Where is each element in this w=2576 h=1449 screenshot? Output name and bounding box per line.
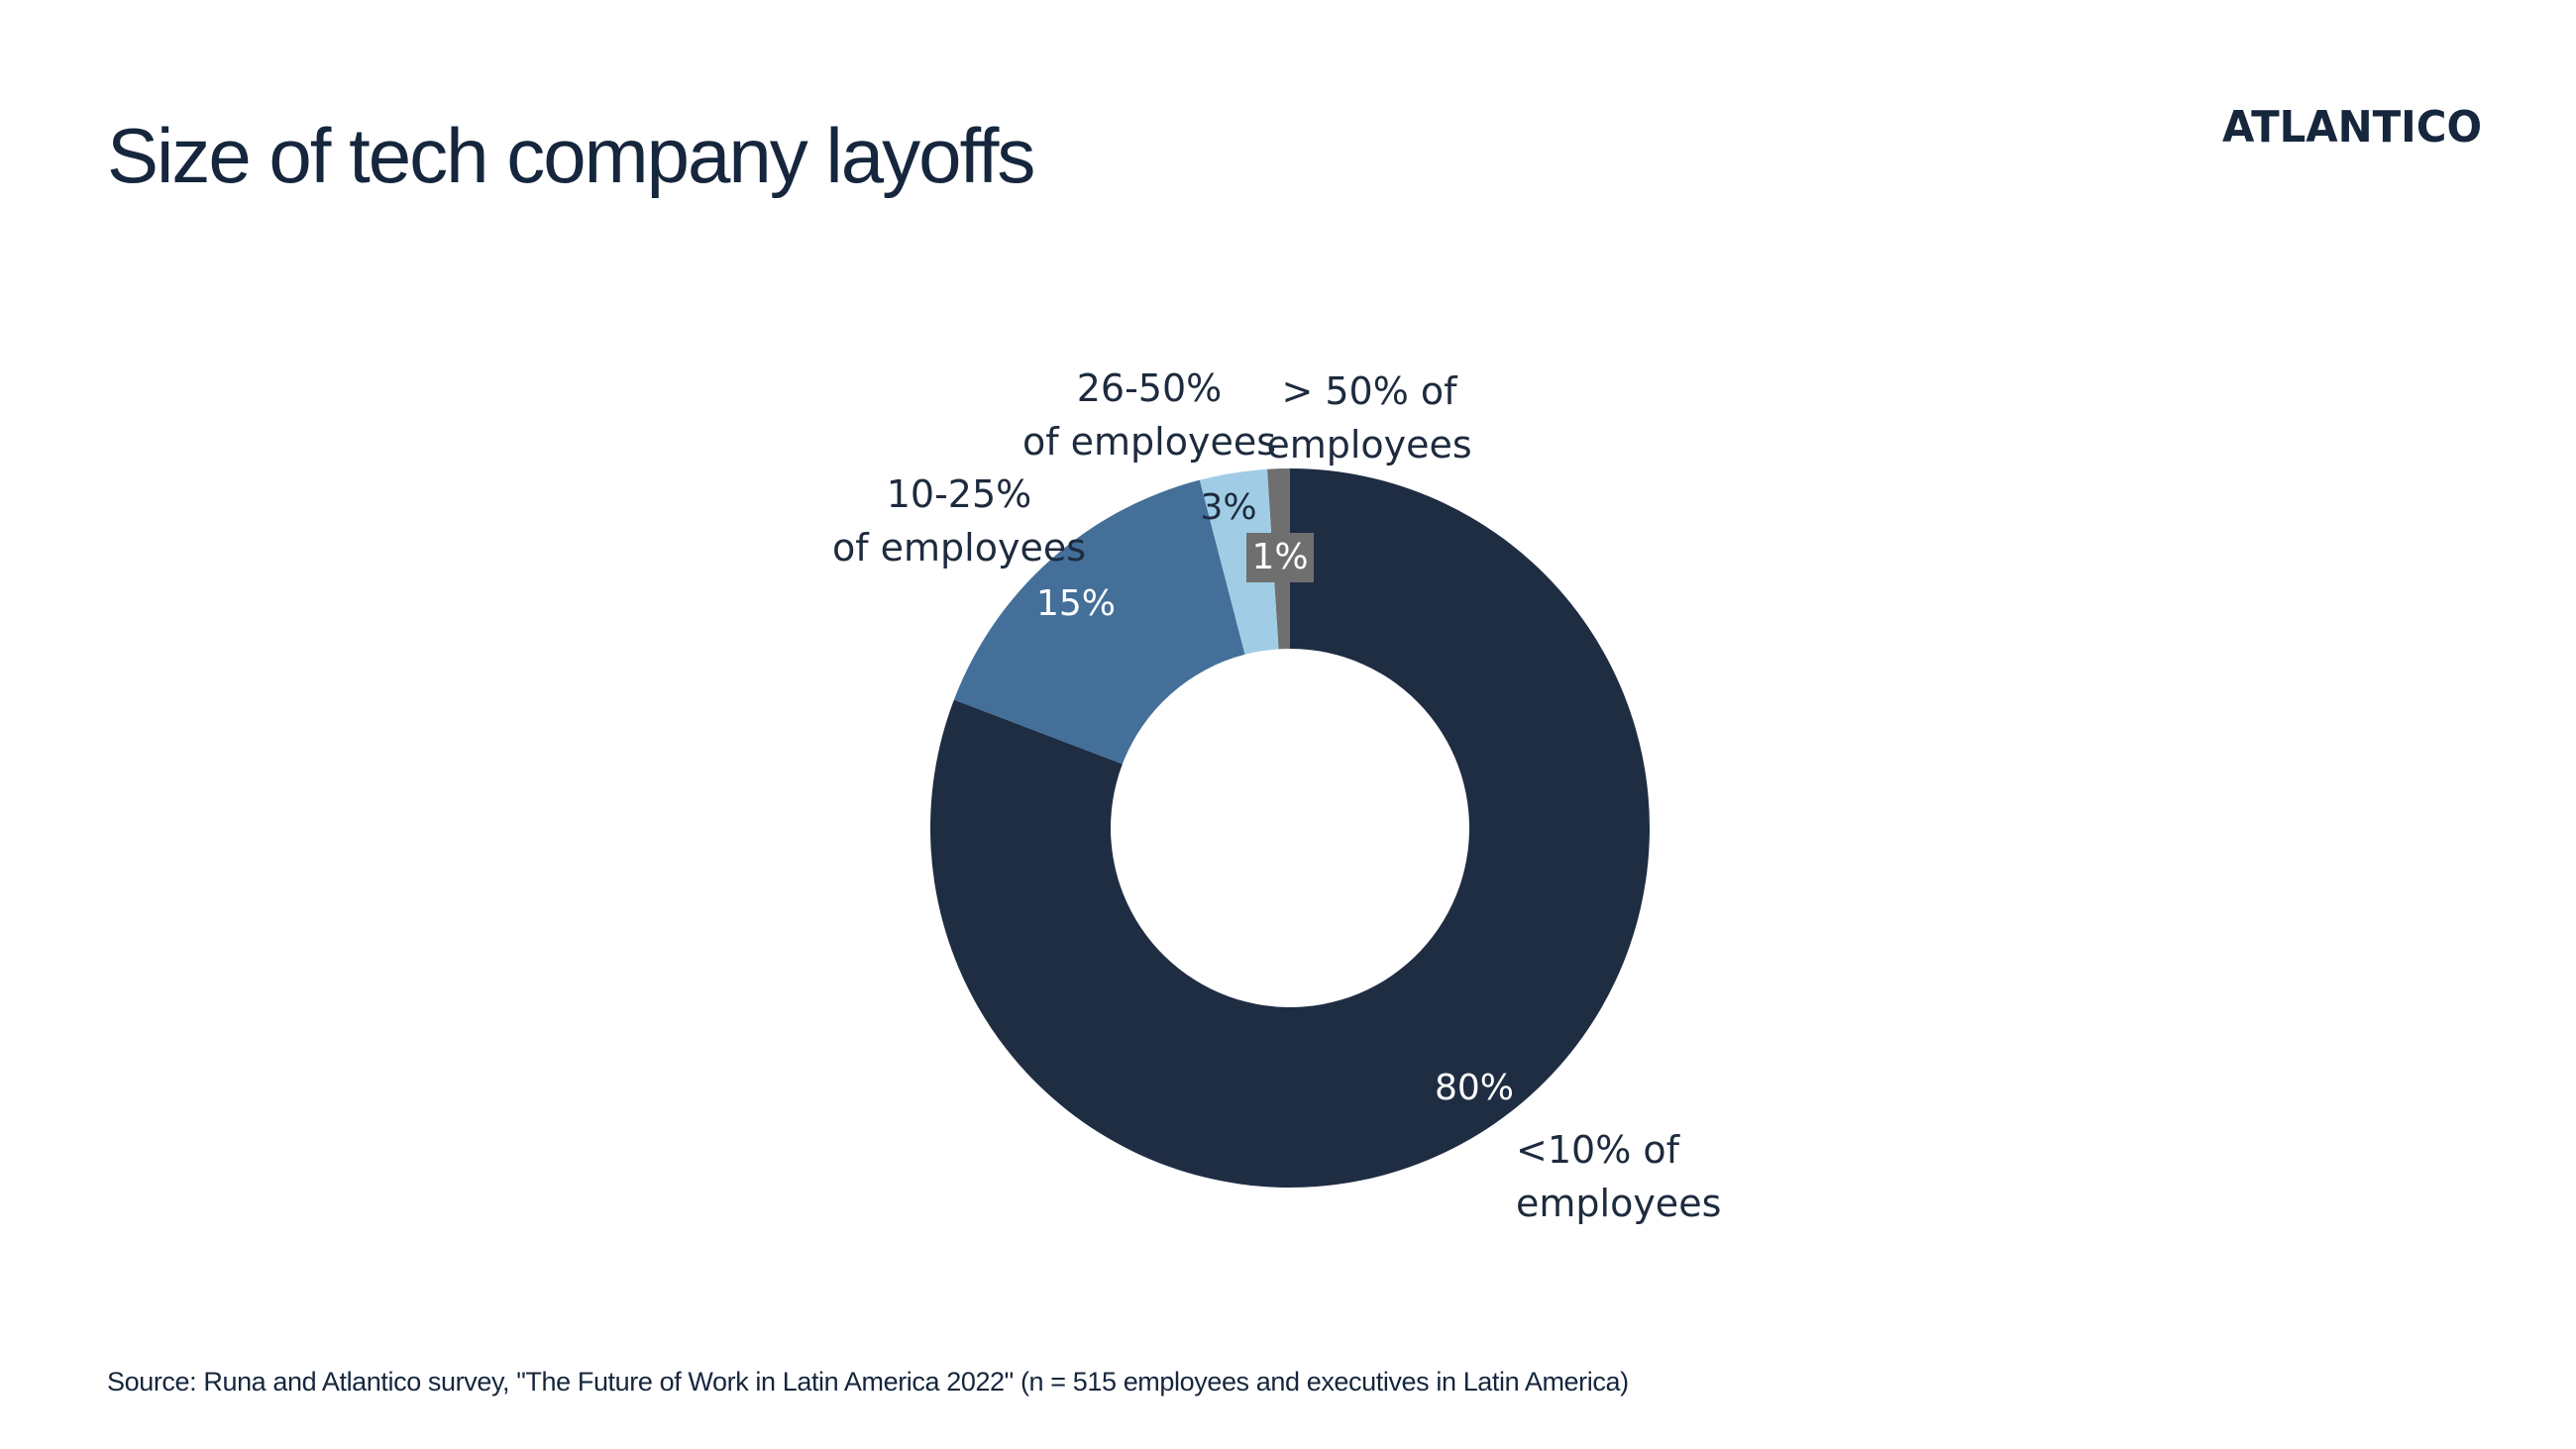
page-title: Size of tech company layoffs	[107, 112, 1035, 199]
slice-lt10	[929, 468, 1650, 1188]
category-label-line: of employees	[832, 526, 1086, 569]
value-label-lt10: 80%	[1435, 1068, 1514, 1108]
value-label-bg-gt50	[1246, 533, 1314, 582]
logo-text: ATLANTICO	[2222, 102, 2482, 146]
value-labels: 1% 80% 15% 3%	[1036, 487, 1514, 1108]
category-label-line: 26-50%	[1077, 366, 1223, 410]
category-labels: > 50% of employees <10% of employees 10-25% o…	[832, 366, 1721, 1225]
category-label-line: > 50% of	[1281, 369, 1458, 413]
donut-slices	[929, 468, 1650, 1188]
category-label-lt10: <10% of employees	[1516, 1128, 1721, 1225]
slice-p10_25	[953, 479, 1245, 765]
slice-p26_50	[1199, 468, 1279, 655]
category-label-p10_25: 10-25% of employees	[832, 472, 1086, 569]
source-note: Source: Runa and Atlantico survey, "The …	[107, 1367, 1629, 1397]
category-label-p26_50: 26-50% of employees	[1022, 366, 1276, 464]
value-label-p10_25: 15%	[1036, 583, 1116, 624]
value-label-p26_50: 3%	[1200, 487, 1256, 528]
category-label-line: employees	[1516, 1182, 1721, 1225]
category-label-line: of employees	[1022, 420, 1276, 464]
category-label-line: <10% of	[1516, 1128, 1681, 1172]
atlantico-logo: ATLANTICO	[2222, 102, 2482, 146]
category-label-line: 10-25%	[887, 472, 1032, 516]
value-label-gt50: 1%	[1251, 537, 1308, 577]
category-label-gt50: > 50% of employees	[1266, 369, 1471, 466]
category-label-line: employees	[1266, 423, 1471, 466]
